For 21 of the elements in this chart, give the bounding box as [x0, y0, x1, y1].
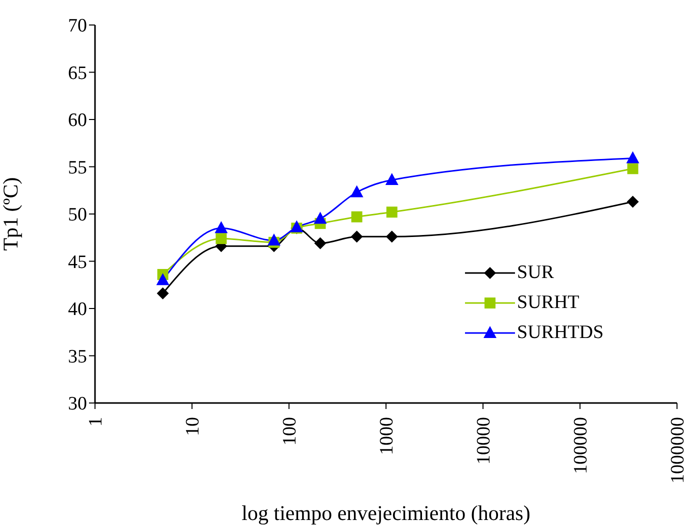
legend-label: SUR [517, 262, 554, 284]
y-tick-label: 45 [68, 252, 87, 273]
x-tick-label: 100000 [570, 417, 592, 474]
y-tick-label: 60 [68, 110, 87, 132]
y-tick-label: 35 [68, 346, 87, 368]
y-tick-label: 70 [68, 16, 87, 37]
y-tick-label: 65 [68, 62, 87, 84]
x-axis-title: log tiempo envejecimiento (horas) [242, 501, 530, 525]
x-tick-label: 1000000 [668, 417, 689, 484]
x-tick-label: 10000 [474, 417, 495, 464]
legend-label: SURHT [517, 292, 580, 314]
y-tick-label: 30 [68, 394, 87, 415]
y-tick-label: 55 [68, 157, 87, 178]
x-tick-label: 1000 [376, 417, 398, 455]
y-tick-label: 50 [68, 204, 87, 226]
y-axis-title: Tp1 (ºC) [0, 177, 22, 251]
legend-label: SURHTDS [517, 322, 604, 344]
x-tick-label: 100 [280, 417, 301, 446]
x-tick-label: 10 [182, 417, 204, 436]
x-tick-label: 1 [86, 417, 107, 426]
y-tick-label: 40 [68, 299, 87, 320]
